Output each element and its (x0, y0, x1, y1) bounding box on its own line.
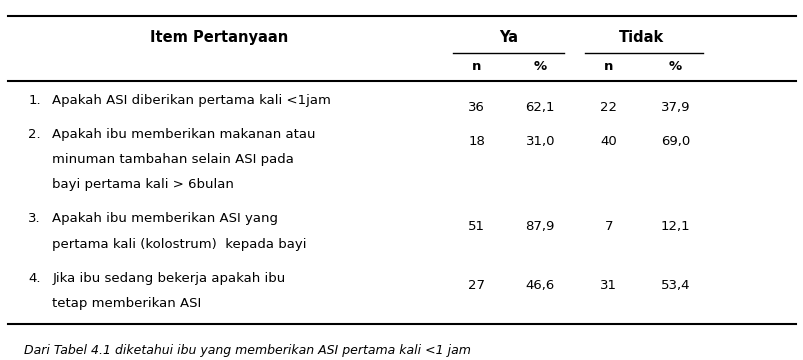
Text: Apakah ibu memberikan ASI yang: Apakah ibu memberikan ASI yang (52, 212, 278, 225)
Text: minuman tambahan selain ASI pada: minuman tambahan selain ASI pada (52, 153, 294, 166)
Text: 46,6: 46,6 (525, 279, 554, 292)
Text: Ya: Ya (499, 30, 517, 45)
Text: 4.: 4. (28, 272, 41, 285)
Text: 62,1: 62,1 (525, 101, 554, 114)
Text: tetap memberikan ASI: tetap memberikan ASI (52, 297, 202, 310)
Text: Dari Tabel 4.1 diketahui ibu yang memberikan ASI pertama kali <1 jam: Dari Tabel 4.1 diketahui ibu yang member… (24, 344, 471, 357)
Text: bayi pertama kali > 6bulan: bayi pertama kali > 6bulan (52, 178, 234, 191)
Text: %: % (533, 60, 546, 73)
Text: 87,9: 87,9 (525, 220, 554, 233)
Text: 27: 27 (467, 279, 485, 292)
Text: 7: 7 (604, 220, 612, 233)
Text: Jika ibu sedang bekerja apakah ibu: Jika ibu sedang bekerja apakah ibu (52, 272, 285, 285)
Text: 31: 31 (599, 279, 617, 292)
Text: Apakah ibu memberikan makanan atau: Apakah ibu memberikan makanan atau (52, 128, 316, 141)
Text: 3.: 3. (28, 212, 41, 225)
Text: 51: 51 (467, 220, 485, 233)
Text: 36: 36 (468, 101, 484, 114)
Text: pertama kali (kolostrum)  kepada bayi: pertama kali (kolostrum) kepada bayi (52, 238, 307, 251)
Text: Tidak: Tidak (618, 30, 664, 45)
Text: 31,0: 31,0 (525, 135, 554, 148)
Text: 40: 40 (600, 135, 616, 148)
Text: Apakah ASI diberikan pertama kali <1jam: Apakah ASI diberikan pertama kali <1jam (52, 94, 331, 107)
Text: 12,1: 12,1 (660, 220, 689, 233)
Text: n: n (603, 60, 613, 73)
Text: 37,9: 37,9 (660, 101, 689, 114)
Text: 53,4: 53,4 (660, 279, 689, 292)
Text: %: % (668, 60, 681, 73)
Text: 18: 18 (468, 135, 484, 148)
Text: Item Pertanyaan: Item Pertanyaan (150, 30, 287, 45)
Text: n: n (471, 60, 481, 73)
Text: 69,0: 69,0 (660, 135, 689, 148)
Text: 1.: 1. (28, 94, 41, 107)
Text: 2.: 2. (28, 128, 41, 141)
Text: 22: 22 (599, 101, 617, 114)
